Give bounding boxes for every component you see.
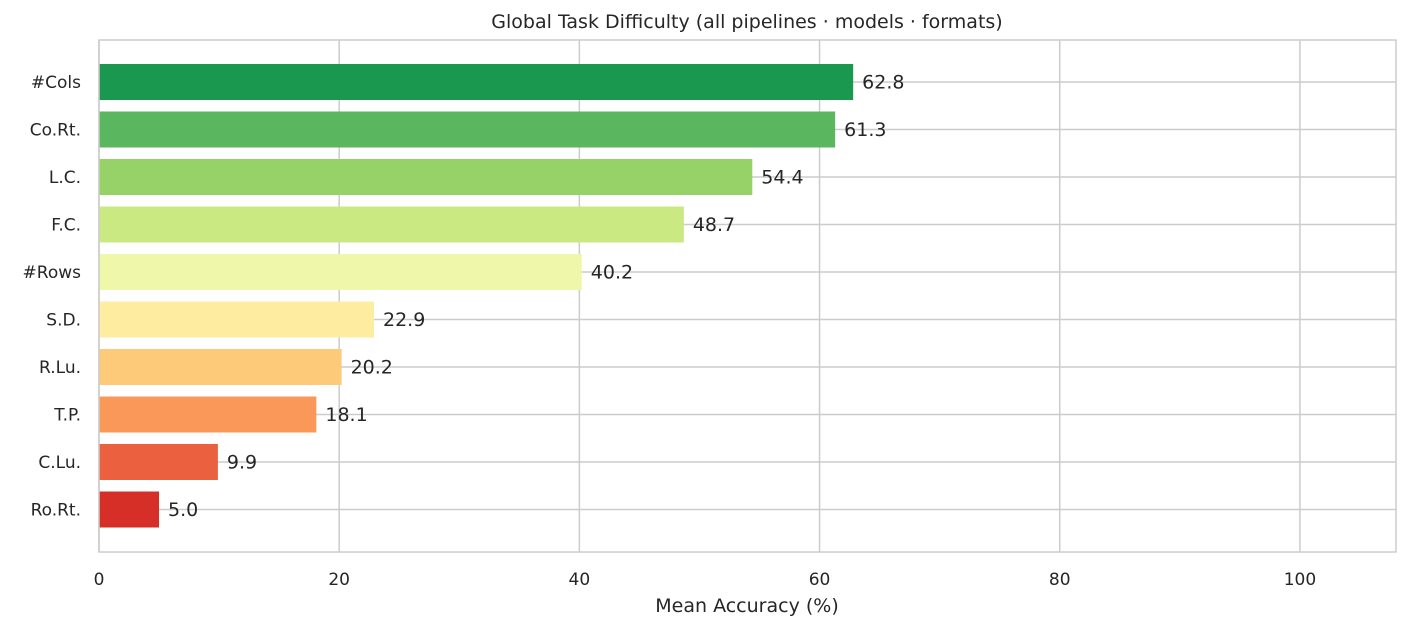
- y-tick-label: F.C.: [51, 216, 81, 236]
- bar: [99, 111, 836, 148]
- bar-value-label: 5.0: [168, 499, 198, 521]
- y-tick-label: #Rows: [23, 263, 82, 283]
- y-tick-label: Co.Rt.: [30, 121, 81, 141]
- y-tick-label: S.D.: [46, 311, 81, 331]
- x-tick-labels: 0 20 40 60 80 100: [94, 570, 1317, 590]
- bar: [99, 159, 753, 195]
- bar-value-label: 62.8: [862, 72, 904, 94]
- y-tick-label: L.C.: [49, 168, 81, 188]
- bar: [99, 396, 317, 433]
- bar-value-label: 54.4: [761, 167, 803, 189]
- bar-value-label: 20.2: [351, 357, 393, 379]
- y-tick-label: C.Lu.: [38, 453, 81, 473]
- bar: [99, 444, 218, 480]
- x-tick-label: 0: [94, 570, 105, 590]
- x-tick-label: 60: [809, 570, 831, 590]
- x-axis-label: Mean Accuracy (%): [655, 595, 838, 617]
- x-tick-label: 40: [569, 570, 591, 590]
- x-tick-label: 80: [1049, 570, 1071, 590]
- y-tick-label: R.Lu.: [39, 358, 81, 378]
- y-tick-label: Ro.Rt.: [31, 501, 81, 521]
- bar-value-label: 40.2: [591, 262, 633, 284]
- y-tick-labels: #Cols Co.Rt. L.C. F.C. #Rows S.D. R.Lu. T.P. C.L…: [23, 73, 82, 521]
- plot-frame: [98, 39, 1397, 553]
- bar: [99, 301, 375, 338]
- bar: [99, 64, 854, 100]
- bar-value-label: 18.1: [325, 404, 367, 426]
- bar-value-label: 48.7: [693, 214, 735, 236]
- bars: [99, 64, 854, 528]
- bar-value-label: 9.9: [227, 452, 257, 474]
- bar: [99, 491, 160, 528]
- value-labels: 62.8 61.3 54.4 48.7 40.2 22.9 20.2 18.1 9.9 5.0: [168, 72, 904, 522]
- bar-value-label: 61.3: [844, 119, 886, 141]
- chart-title: Global Task Difficulty (all pipelines · …: [491, 11, 1002, 33]
- x-tick-label: 20: [328, 570, 350, 590]
- bar: [99, 254, 582, 290]
- y-tick-label: T.P.: [53, 406, 81, 426]
- x-tick-label: 100: [1284, 570, 1316, 590]
- bar-value-label: 22.9: [383, 309, 425, 331]
- bar: [99, 206, 684, 243]
- y-tick-label: #Cols: [31, 73, 81, 93]
- bar: [99, 349, 342, 385]
